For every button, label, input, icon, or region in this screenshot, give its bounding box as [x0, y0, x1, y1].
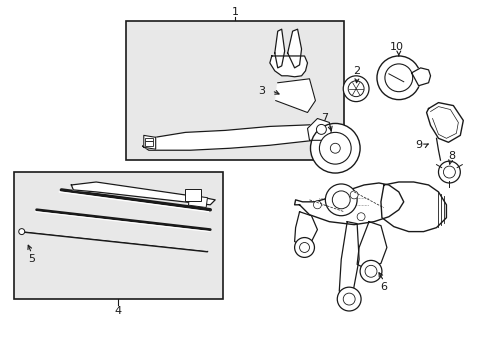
Bar: [188, 195, 207, 207]
Circle shape: [365, 265, 376, 277]
Circle shape: [349, 191, 357, 199]
Circle shape: [343, 293, 354, 305]
Text: 5: 5: [28, 255, 35, 264]
Circle shape: [343, 76, 368, 102]
Polygon shape: [274, 29, 284, 68]
Circle shape: [332, 191, 349, 209]
Circle shape: [337, 287, 360, 311]
Text: 10: 10: [389, 42, 403, 52]
Polygon shape: [143, 135, 155, 149]
Circle shape: [443, 166, 454, 178]
Circle shape: [376, 56, 420, 100]
Text: 4: 4: [114, 306, 122, 316]
Circle shape: [347, 81, 364, 96]
Polygon shape: [426, 103, 462, 142]
Circle shape: [356, 213, 365, 221]
Polygon shape: [294, 183, 403, 225]
Bar: [144, 138, 152, 141]
Circle shape: [325, 184, 356, 216]
Circle shape: [384, 64, 412, 92]
Text: 8: 8: [447, 151, 454, 161]
Polygon shape: [380, 182, 446, 231]
Polygon shape: [356, 222, 386, 269]
Circle shape: [319, 132, 350, 164]
Bar: [126, 21, 344, 160]
Circle shape: [438, 161, 459, 183]
Polygon shape: [142, 125, 324, 150]
Bar: [14, 172, 223, 299]
Polygon shape: [307, 118, 331, 140]
Text: 1: 1: [231, 7, 238, 17]
Polygon shape: [294, 212, 317, 246]
Circle shape: [313, 201, 321, 209]
Polygon shape: [275, 79, 315, 113]
Polygon shape: [411, 68, 429, 86]
Polygon shape: [269, 56, 307, 77]
Text: 2: 2: [353, 66, 360, 76]
Text: 6: 6: [380, 282, 386, 292]
Text: 3: 3: [258, 86, 265, 96]
Text: 9: 9: [414, 140, 421, 150]
Circle shape: [299, 243, 309, 252]
Text: 7: 7: [320, 113, 327, 123]
Bar: [144, 141, 152, 146]
Circle shape: [359, 260, 381, 282]
Polygon shape: [71, 182, 215, 205]
Bar: [185, 189, 201, 201]
Circle shape: [294, 238, 314, 257]
Circle shape: [330, 143, 340, 153]
Circle shape: [310, 123, 359, 173]
Circle shape: [316, 125, 325, 134]
Circle shape: [19, 229, 25, 235]
Polygon shape: [287, 29, 301, 68]
Polygon shape: [339, 222, 358, 297]
